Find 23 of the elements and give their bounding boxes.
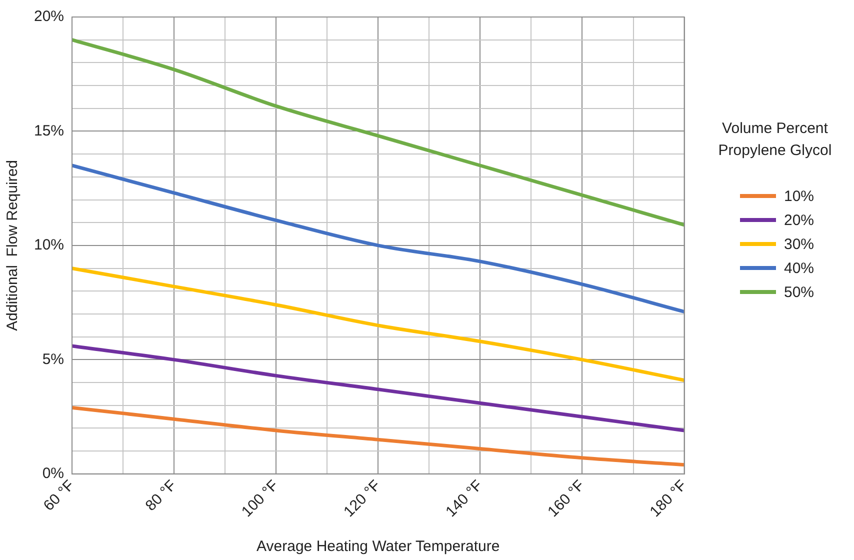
y-tick-label: 10% <box>34 236 64 254</box>
x-axis-title: Average Heating Water Temperature <box>256 538 500 556</box>
y-tick-label: 20% <box>34 8 64 26</box>
x-tick-label: 180 °F <box>646 477 690 520</box>
legend-label: 30% <box>784 236 814 252</box>
line-series <box>72 406 684 467</box>
legend-label: 10% <box>784 188 814 204</box>
line-series <box>72 38 684 227</box>
legend-label: 20% <box>784 212 814 228</box>
x-tick-label: 160 °F <box>544 477 588 520</box>
x-tick-label: 80 °F <box>142 477 180 514</box>
line-series <box>72 164 684 314</box>
y-axis-title: Additional Flow Required <box>4 160 22 331</box>
line-series <box>72 266 684 382</box>
y-tick-label: 5% <box>42 350 64 368</box>
legend-title: Volume Percent Propylene Glycol <box>717 119 833 161</box>
x-tick-label: 120 °F <box>340 477 384 520</box>
y-tick-label: 15% <box>34 122 64 140</box>
x-tick-label: 140 °F <box>442 477 486 520</box>
legend-label: 50% <box>784 284 814 300</box>
x-tick-label: 100 °F <box>238 477 282 520</box>
legend-label: 40% <box>784 260 814 276</box>
line-series <box>72 344 684 432</box>
